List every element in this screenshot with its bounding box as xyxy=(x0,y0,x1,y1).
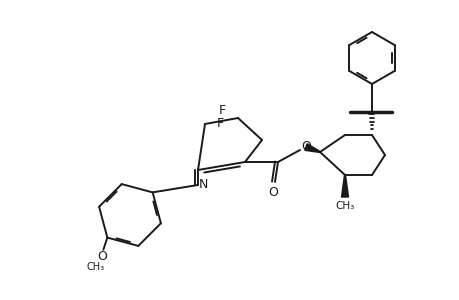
Text: F: F xyxy=(216,116,223,130)
Text: CH₃: CH₃ xyxy=(86,262,104,272)
Text: F: F xyxy=(218,103,225,116)
Text: CH₃: CH₃ xyxy=(335,201,354,211)
Text: O: O xyxy=(300,140,310,152)
Text: O: O xyxy=(97,250,107,263)
Polygon shape xyxy=(304,144,319,152)
Polygon shape xyxy=(341,175,348,197)
Text: N: N xyxy=(198,178,207,191)
Text: O: O xyxy=(268,185,277,199)
